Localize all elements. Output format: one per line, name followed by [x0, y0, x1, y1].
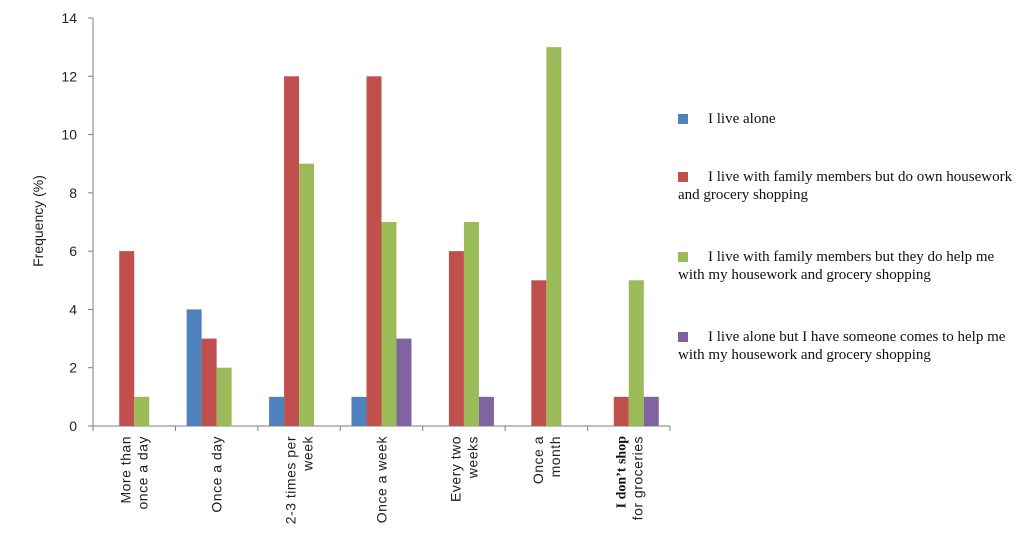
bar	[269, 396, 285, 426]
x-category-label: Once a week	[374, 436, 390, 524]
bar	[396, 338, 412, 426]
x-category-label: More than	[118, 436, 134, 504]
bar	[186, 309, 202, 426]
y-tick-label: 4	[69, 301, 77, 317]
bar	[531, 280, 547, 426]
y-tick-label: 6	[69, 243, 77, 259]
y-tick-label: 10	[61, 127, 77, 143]
y-tick-label: 8	[69, 185, 77, 201]
legend-swatch	[678, 172, 688, 182]
legend-swatch	[678, 252, 688, 262]
x-category-label: week	[300, 436, 316, 472]
y-axis-label: Frequency (%)	[30, 175, 46, 267]
bar	[284, 76, 300, 427]
x-category-label: I don’t shop	[614, 436, 629, 509]
legend-item-family-help: I live with family members but they do h…	[678, 248, 1023, 284]
y-tick-label: 2	[69, 360, 77, 376]
bar	[201, 338, 217, 426]
legend-label: I live with family members but do own ho…	[678, 169, 1013, 203]
x-category-label: Once a	[530, 436, 546, 484]
x-category-label: 2-3 times per	[283, 436, 299, 524]
bar	[366, 76, 382, 427]
bar	[613, 396, 629, 426]
y-tick-label: 0	[69, 418, 77, 434]
legend-swatch	[678, 114, 688, 124]
bar	[299, 163, 315, 426]
legend-label: I live alone but I have someone comes to…	[678, 329, 1006, 363]
x-category-label: Every two	[447, 436, 463, 502]
legend-swatch	[678, 332, 688, 342]
bar	[546, 47, 562, 427]
x-category-label: for groceries	[629, 436, 645, 520]
bar	[381, 222, 397, 426]
legend-item-alone-with-helper: I live alone but I have someone comes to…	[678, 328, 1023, 364]
bar	[448, 251, 464, 426]
bar	[628, 280, 644, 426]
bar	[463, 222, 479, 426]
y-tick-label: 14	[61, 10, 77, 26]
bar	[119, 251, 135, 426]
plot-area: 0 2 4 6 8 10 12 14 More than once a day Once a day…	[61, 10, 671, 524]
bar	[216, 367, 232, 426]
legend-item-family-own-housework: I live with family members but do own ho…	[678, 168, 1023, 204]
x-category-label: Once a day	[209, 436, 225, 513]
bar	[351, 396, 367, 426]
x-category-label: once a day	[135, 436, 151, 510]
x-category-label: month	[547, 436, 563, 477]
y-tick-label: 12	[61, 68, 77, 84]
bar	[478, 396, 494, 426]
bar	[643, 396, 659, 426]
legend-label: I live alone	[708, 111, 776, 127]
legend-label: I live with family members but they do h…	[678, 249, 995, 283]
bar	[134, 396, 150, 426]
x-category-label: weeks	[464, 436, 480, 479]
legend-item-live-alone: I live alone	[678, 110, 1023, 128]
